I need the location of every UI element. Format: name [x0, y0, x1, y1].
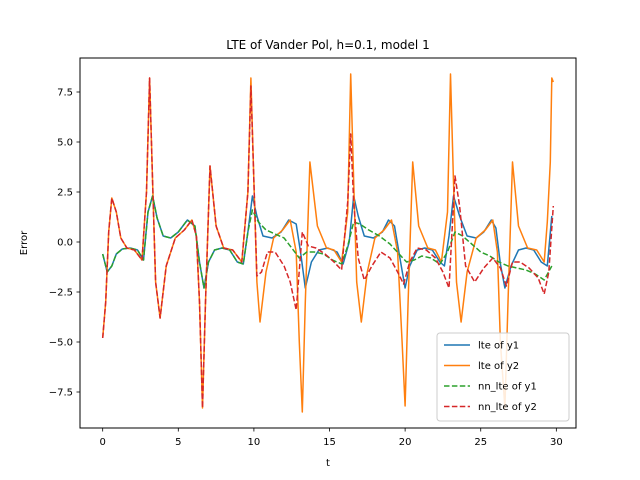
series-line-nn-lte-of-y2: [101, 77, 555, 409]
y-tick-label: 7.5: [57, 88, 73, 99]
axes-frame: [79, 57, 577, 429]
x-tick-label: 0: [99, 437, 105, 448]
series-line-nn-lte-of-y1: [101, 195, 553, 289]
legend-box: [436, 332, 570, 422]
y-tick-label: 0.0: [57, 238, 73, 249]
y-tick-label: −7.5: [49, 388, 73, 399]
axes-ticks: 0 5 10 15 20 25 30 −7.5 −5.0 −2.5 0.0 2.5 5.0 7.5: [49, 88, 563, 449]
y-tick-label: −2.5: [49, 288, 73, 299]
x-tick-label: 15: [323, 437, 336, 448]
x-tick-label: 5: [175, 437, 181, 448]
legend-label: lte of y2: [478, 361, 519, 372]
x-tick-label: 10: [248, 437, 261, 448]
x-tick-label: 30: [550, 437, 563, 448]
x-axis-label: t: [326, 458, 330, 469]
chart-title: LTE of Vander Pol, h=0.1, model 1: [226, 38, 429, 52]
legend-label: lte of y1: [478, 341, 519, 352]
y-tick-label: −5.0: [49, 338, 73, 349]
legend: lte of y1 lte of y2 nn_lte of y1 nn_lte of …: [436, 332, 570, 422]
legend-label: nn_lte of y1: [478, 382, 537, 393]
y-tick-label: 2.5: [57, 188, 73, 199]
legend-label: nn_lte of y2: [478, 402, 537, 413]
x-tick-label: 20: [399, 437, 412, 448]
y-tick-label: 5.0: [57, 138, 73, 149]
plot-area: [101, 73, 555, 413]
x-tick-label: 25: [474, 437, 487, 448]
y-axis-label: Error: [19, 230, 30, 255]
